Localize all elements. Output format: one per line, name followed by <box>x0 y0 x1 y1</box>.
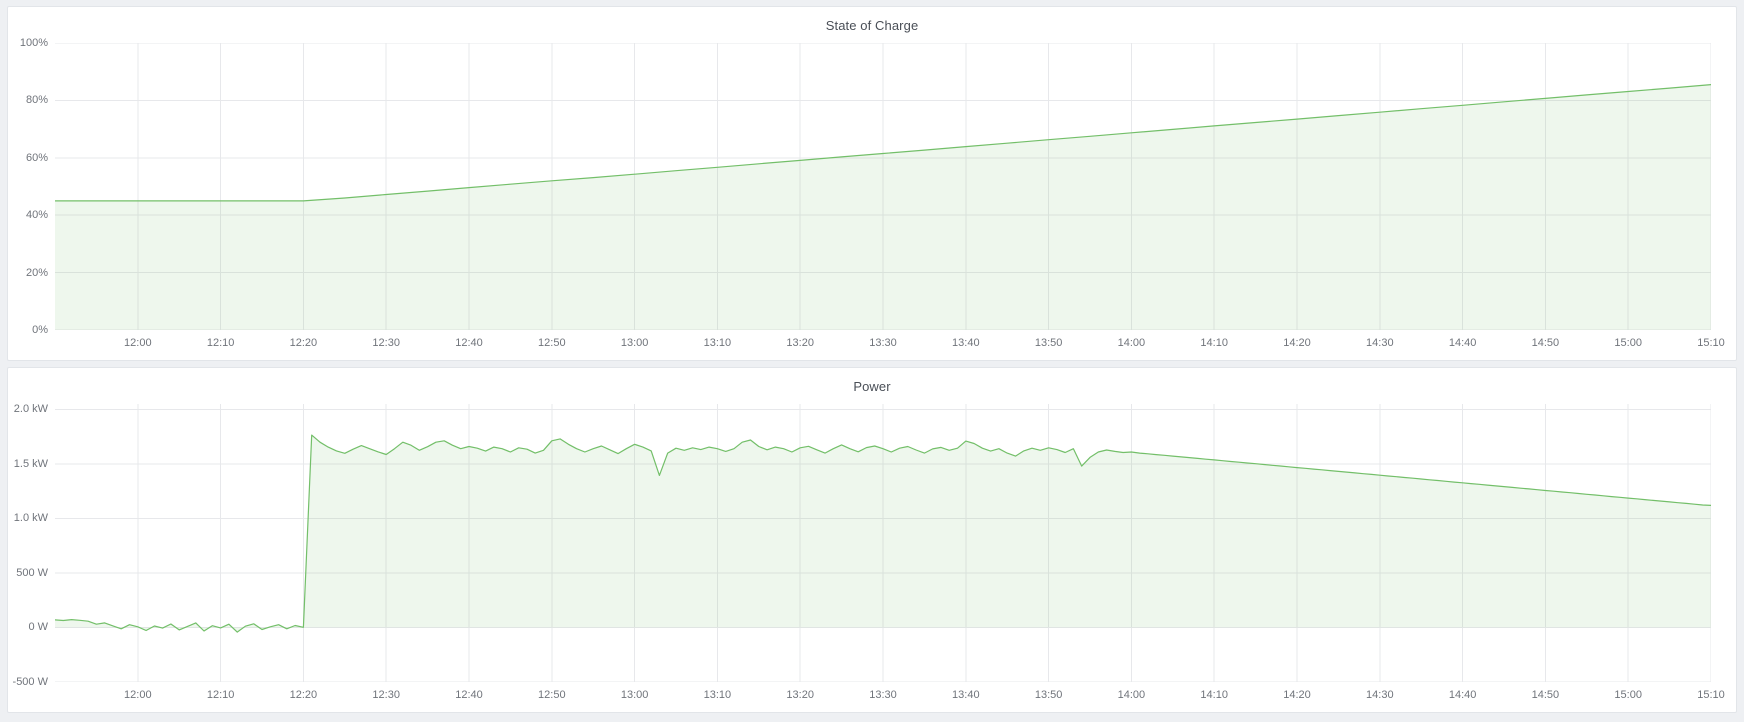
soc-chart-region: 0% 20% 40% 60% 80% 100% 12:00 12:10 12:20 12:30 1… <box>20 37 1725 349</box>
soc-chart-plot[interactable] <box>55 43 1711 330</box>
panel-state-of-charge: State of Charge 0% 20% 40% 60% 80% 100% 12:00… <box>7 6 1737 361</box>
power-chart-plot[interactable] <box>55 404 1711 682</box>
panel-title-power: Power <box>853 378 891 394</box>
panel-title-state-of-charge: State of Charge <box>825 17 919 33</box>
panel-header-power[interactable]: Power <box>8 368 1736 404</box>
panel-header-state-of-charge[interactable]: State of Charge <box>8 7 1736 43</box>
